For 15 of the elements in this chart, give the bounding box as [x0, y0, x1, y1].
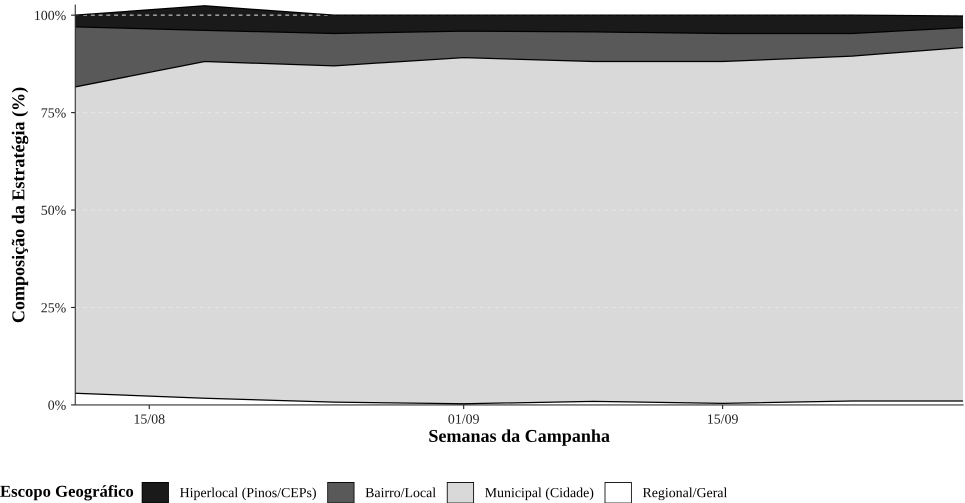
- x-axis-title: Semanas da Campanha: [429, 429, 610, 446]
- x-tick-label: 01/09: [448, 414, 479, 424]
- legend-label: Municipal (Cidade): [485, 488, 594, 500]
- y-tick-label: 25%: [41, 303, 66, 312]
- y-axis-title: Composição da Estratégia (%): [12, 88, 28, 322]
- y-tick-label: 0%: [48, 400, 66, 410]
- x-tick-label: 15/08: [134, 414, 165, 424]
- y-tick-label: 100%: [35, 10, 66, 20]
- y-tick-label: 75%: [42, 108, 66, 118]
- legend-label: Hiperlocal (Pinos/CEPs): [180, 488, 316, 500]
- legend-label: Regional/Geral: [642, 488, 728, 500]
- legend-title: Escopo Geográfico: [0, 485, 134, 500]
- y-tick-label: 50%: [42, 206, 66, 216]
- legend-label: Bairro/Local: [366, 488, 436, 498]
- x-tick-label: 15/09: [708, 414, 738, 424]
